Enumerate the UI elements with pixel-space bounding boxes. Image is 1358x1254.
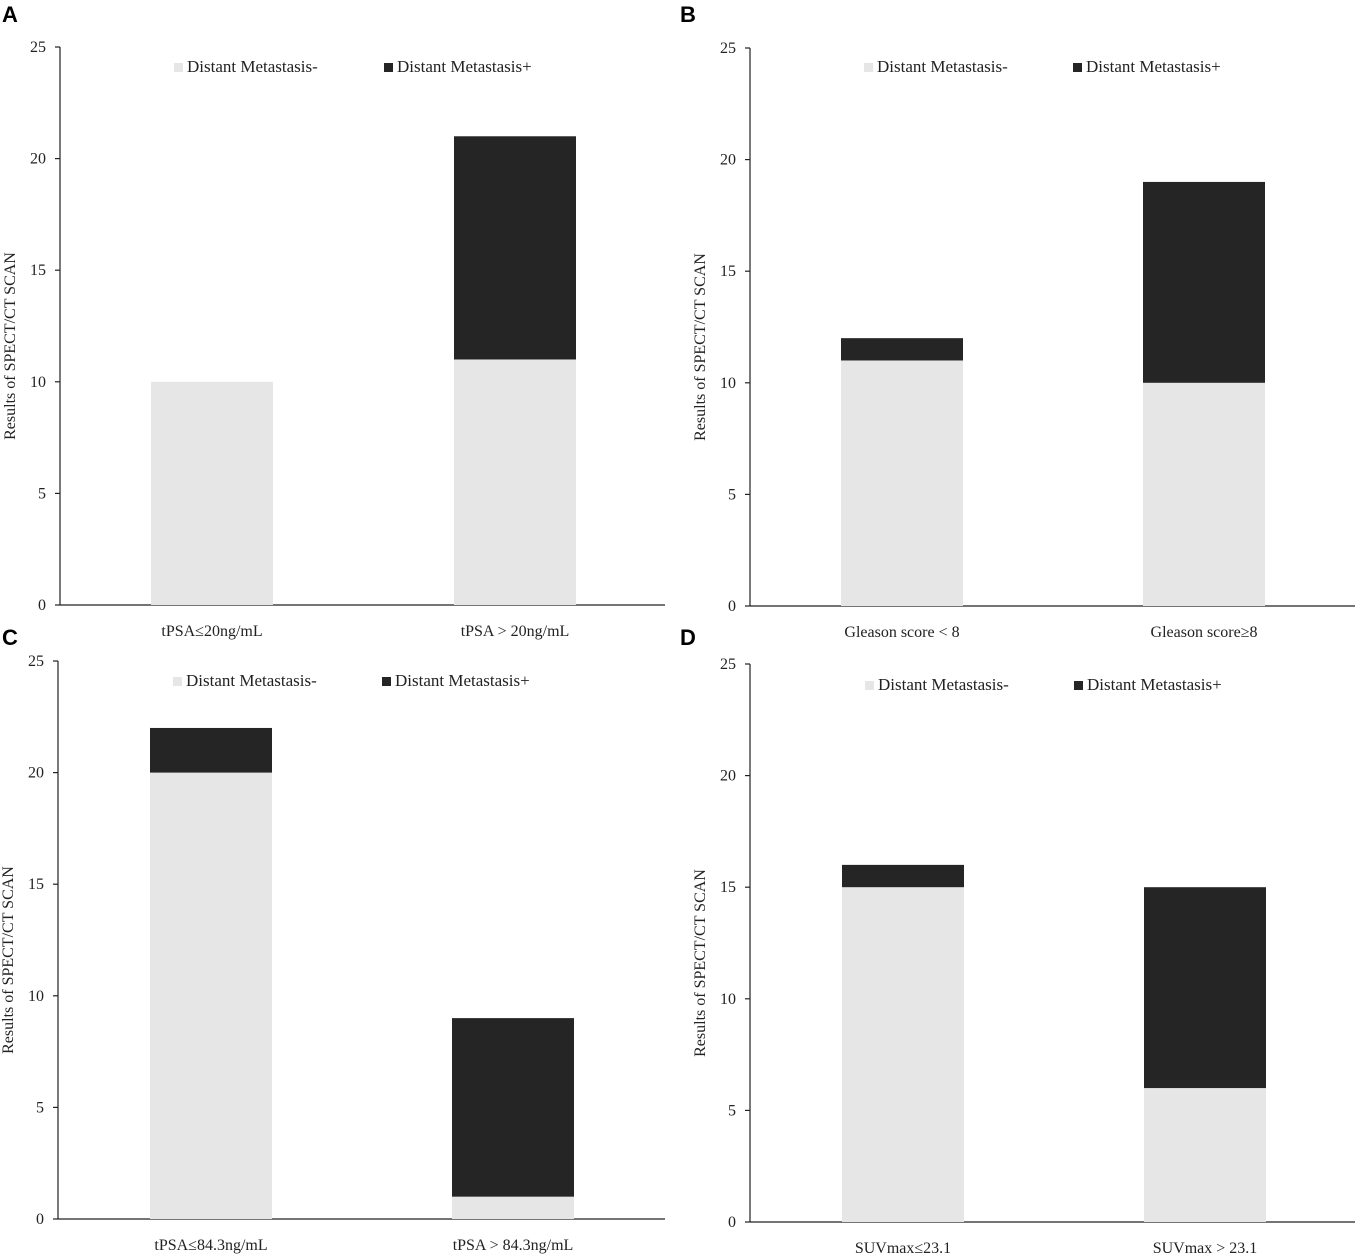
y-tick-label: 5 bbox=[36, 1099, 44, 1116]
bar-metastasis-positive-1 bbox=[842, 864, 964, 888]
x-category-label: tPSA≤20ng/mL bbox=[161, 623, 262, 640]
x-category-label: tPSA > 84.3ng/mL bbox=[453, 1237, 574, 1254]
y-tick-label: 0 bbox=[728, 598, 736, 615]
bar-metastasis-positive-1 bbox=[841, 338, 963, 361]
y-tick-label: 25 bbox=[720, 40, 736, 57]
y-axis-label: Results of SPECT/CT SCAN bbox=[692, 869, 709, 1057]
y-tick-label: 25 bbox=[28, 653, 44, 670]
y-tick-label: 5 bbox=[728, 486, 736, 503]
y-tick-label: 20 bbox=[30, 151, 46, 168]
panel-letter: B bbox=[680, 2, 696, 27]
legend-label: Distant Metastasis- bbox=[186, 671, 317, 690]
legend-swatch bbox=[174, 63, 183, 72]
bar-metastasis-negative-1 bbox=[151, 381, 273, 605]
y-tick-label: 15 bbox=[720, 879, 736, 896]
y-tick-label: 15 bbox=[720, 263, 736, 280]
legend-swatch bbox=[173, 677, 182, 686]
bar-metastasis-positive-2 bbox=[1143, 181, 1265, 383]
y-tick-label: 10 bbox=[720, 375, 736, 392]
legend-label: Distant Metastasis+ bbox=[397, 57, 532, 76]
y-tick-label: 10 bbox=[720, 991, 736, 1008]
bar-metastasis-negative-1 bbox=[150, 772, 272, 1219]
y-tick-label: 5 bbox=[38, 485, 46, 502]
y-tick-label: 0 bbox=[36, 1211, 44, 1228]
y-tick-label: 20 bbox=[720, 768, 736, 785]
chart-panel-b: B 0 5 10 15 20 25 Results of SPECT/CT SCAN Gleas… bbox=[680, 2, 1355, 641]
y-axis-label: Results of SPECT/CT SCAN bbox=[692, 253, 709, 441]
y-tick-label: 10 bbox=[30, 374, 46, 391]
legend-label: Distant Metastasis+ bbox=[1086, 57, 1221, 76]
bar-metastasis-negative-1 bbox=[842, 887, 964, 1222]
bar-metastasis-positive-2 bbox=[1144, 887, 1266, 1089]
legend-swatch bbox=[1073, 63, 1082, 72]
bar-metastasis-negative-2 bbox=[452, 1196, 574, 1219]
legend-swatch bbox=[1074, 681, 1083, 690]
legend-swatch bbox=[384, 63, 393, 72]
x-category-label: Gleason score < 8 bbox=[844, 624, 959, 641]
y-tick-label: 20 bbox=[28, 765, 44, 782]
chart-panel-c: C 0 5 10 15 20 25 Results of SPECT/CT SCAN tPSA≤… bbox=[0, 625, 665, 1254]
bar-metastasis-positive-2 bbox=[454, 136, 576, 360]
bar-metastasis-negative-1 bbox=[841, 360, 963, 606]
legend-label: Distant Metastasis- bbox=[877, 57, 1008, 76]
y-tick-label: 25 bbox=[720, 656, 736, 673]
x-category-label: tPSA≤84.3ng/mL bbox=[154, 1237, 267, 1254]
y-tick-label: 10 bbox=[28, 988, 44, 1005]
y-tick-label: 0 bbox=[728, 1214, 736, 1231]
legend-label: Distant Metastasis+ bbox=[395, 671, 530, 690]
y-tick-label: 15 bbox=[30, 262, 46, 279]
y-tick-label: 0 bbox=[38, 597, 46, 614]
x-category-label: Gleason score≥8 bbox=[1151, 624, 1258, 641]
bar-metastasis-negative-2 bbox=[1144, 1088, 1266, 1222]
y-axis-label: Results of SPECT/CT SCAN bbox=[2, 252, 19, 440]
chart-panel-a: A 0 5 10 15 20 25 Results of SPECT/CT SCAN tPSA≤… bbox=[2, 2, 665, 640]
chart-panel-d: D 0 5 10 15 20 25 Results of SPECT/CT SCAN SUVma… bbox=[680, 625, 1355, 1254]
panel-letter: D bbox=[680, 625, 696, 650]
legend-swatch bbox=[382, 677, 391, 686]
panel-letter: A bbox=[2, 2, 18, 27]
bar-metastasis-positive-2 bbox=[452, 1018, 574, 1197]
y-tick-label: 5 bbox=[728, 1102, 736, 1119]
legend-label: Distant Metastasis+ bbox=[1087, 675, 1222, 694]
x-category-label: SUVmax≤23.1 bbox=[855, 1240, 951, 1254]
bar-metastasis-positive-1 bbox=[150, 727, 272, 773]
y-axis-label: Results of SPECT/CT SCAN bbox=[0, 866, 17, 1054]
legend-label: Distant Metastasis- bbox=[187, 57, 318, 76]
x-category-label: SUVmax > 23.1 bbox=[1153, 1240, 1258, 1254]
legend-swatch bbox=[865, 681, 874, 690]
legend-label: Distant Metastasis- bbox=[878, 675, 1009, 694]
panel-letter: C bbox=[2, 625, 18, 650]
bar-metastasis-negative-2 bbox=[454, 359, 576, 605]
y-tick-label: 20 bbox=[720, 152, 736, 169]
y-tick-label: 15 bbox=[28, 876, 44, 893]
x-category-label: tPSA > 20ng/mL bbox=[461, 623, 570, 640]
legend-swatch bbox=[864, 63, 873, 72]
bar-metastasis-negative-2 bbox=[1143, 382, 1265, 606]
y-tick-label: 25 bbox=[30, 39, 46, 56]
